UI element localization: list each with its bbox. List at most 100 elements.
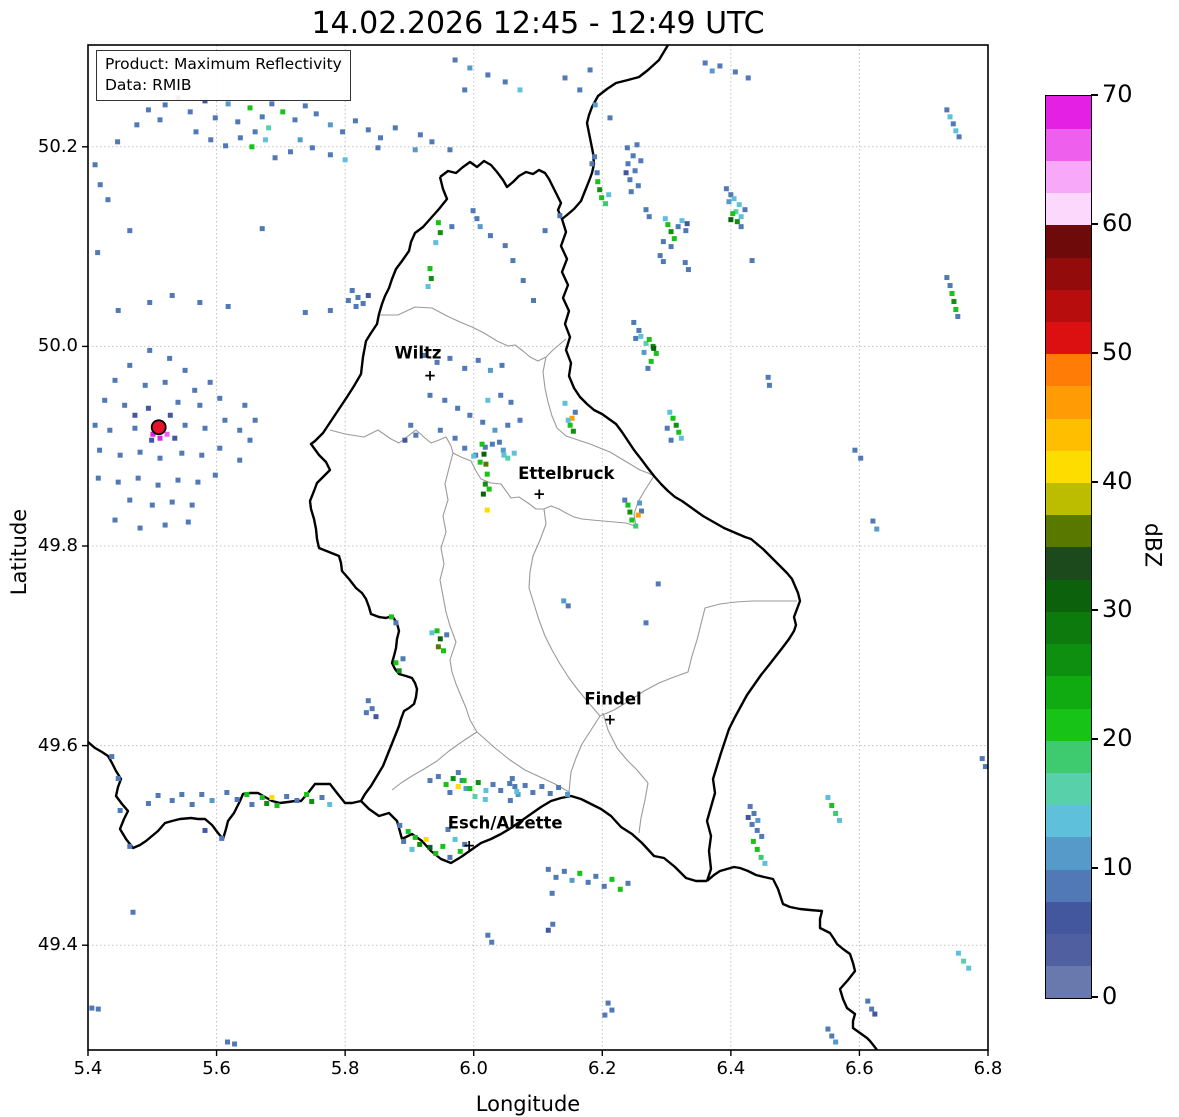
echo-pixel [400, 656, 406, 662]
echo-pixel [726, 199, 732, 205]
echo-pixel [355, 294, 361, 300]
echo-pixel [633, 335, 639, 341]
echo-pixel [365, 293, 371, 299]
echo-pixel [455, 770, 461, 776]
colorbar-band [1046, 933, 1091, 967]
colorbar-band [1046, 611, 1091, 645]
echo-pixel [556, 785, 562, 791]
echo-pixel [515, 792, 521, 798]
echo-pixel [249, 801, 255, 807]
echo-pixel [657, 253, 663, 259]
city-plus-marker: + [604, 711, 617, 729]
city-label: Esch/Alzette [448, 813, 563, 832]
echo-pixel [500, 447, 506, 453]
colorbar-band [1046, 740, 1091, 773]
echo-pixel [498, 392, 504, 398]
echo-pixel [630, 153, 636, 159]
echo-pixel [668, 229, 674, 235]
echo-pixel [117, 452, 123, 458]
x-tick-label: 6.6 [845, 1058, 874, 1079]
echo-pixel [671, 236, 677, 242]
echo-pixel [589, 161, 595, 167]
x-tick-label: 6.8 [973, 1058, 1003, 1079]
echo-pixel [266, 125, 272, 131]
echo-pixel [175, 477, 181, 483]
echo-pixel [280, 109, 286, 115]
echo-pixel [353, 303, 359, 309]
echo-pixel [592, 102, 598, 108]
echo-pixel [492, 427, 498, 433]
echo-pixel [593, 873, 599, 879]
echo-pixel [627, 509, 633, 515]
echo-pixel [483, 788, 489, 794]
echo-pixel [157, 117, 163, 123]
echo-pixel [457, 848, 463, 854]
echo-pixel [751, 810, 757, 816]
echo-pixel [587, 67, 593, 73]
echo-pixel [434, 628, 440, 634]
echo-pixel [639, 508, 644, 514]
echo-pixel [107, 427, 113, 433]
echo-pixel [485, 932, 491, 938]
echo-pixel [745, 814, 751, 820]
echo-pixel [429, 630, 435, 636]
echo-pixel [422, 352, 428, 358]
echo-pixel [749, 258, 755, 264]
echo-pixel [452, 435, 458, 441]
echo-pixel [462, 841, 468, 847]
echo-pixel [234, 796, 240, 802]
echo-pixel [728, 217, 734, 223]
echo-pixel [112, 517, 118, 523]
y-tick-label: 49.4 [37, 934, 78, 956]
echo-pixel [408, 422, 414, 428]
echo-pixel [953, 128, 959, 134]
echo-pixel [397, 822, 403, 828]
echo-pixel [252, 129, 258, 135]
echo-pixel [477, 224, 483, 230]
echo-pixel [212, 472, 218, 478]
echo-pixel [207, 379, 213, 385]
echo-pixel [345, 297, 351, 303]
echo-pixel [202, 98, 208, 104]
colorbar-tick-mark [1091, 480, 1098, 483]
echo-pixel [219, 835, 225, 841]
echo-pixel [115, 139, 121, 145]
echo-pixel [237, 427, 243, 433]
echo-pixel [164, 431, 170, 437]
echo-pixel [247, 437, 253, 443]
x-tick-label: 6.4 [716, 1058, 746, 1079]
echo-pixel [443, 782, 449, 788]
colorbar-band [1046, 160, 1091, 194]
echo-pixel [467, 786, 473, 792]
echo-pixel [956, 134, 962, 140]
echo-pixel [192, 387, 198, 393]
echo-pixel [95, 250, 101, 256]
echo-pixel [149, 502, 155, 508]
colorbar-band [1046, 708, 1091, 741]
echo-pixel [572, 409, 578, 415]
echo-pixel [607, 115, 613, 121]
echo-pixel [202, 425, 208, 431]
echo-pixel [225, 1039, 230, 1045]
echo-pixel [547, 791, 553, 797]
echo-pixel [833, 1039, 839, 1045]
echo-pixel [625, 161, 631, 167]
colorbar-band [1046, 353, 1091, 387]
echo-pixel [569, 415, 575, 421]
echo-pixel [829, 1033, 835, 1039]
echo-pixel [676, 429, 682, 435]
colorbar-tick-label: 50 [1102, 337, 1133, 366]
colorbar-tick-label: 60 [1102, 208, 1133, 237]
echo-pixel [417, 841, 423, 847]
echo-pixel [175, 399, 181, 405]
echo-pixel [208, 137, 214, 143]
echo-pixel [157, 455, 163, 461]
echo-pixel [505, 455, 511, 461]
echo-pixel [562, 400, 568, 406]
x-tick-label: 6.2 [587, 1058, 617, 1079]
echo-pixel [105, 197, 111, 203]
annotation-data-line: Data: RMIB [105, 75, 192, 94]
echo-pixel [961, 958, 967, 964]
colorbar-band [1046, 128, 1091, 161]
echo-pixel [147, 347, 153, 353]
